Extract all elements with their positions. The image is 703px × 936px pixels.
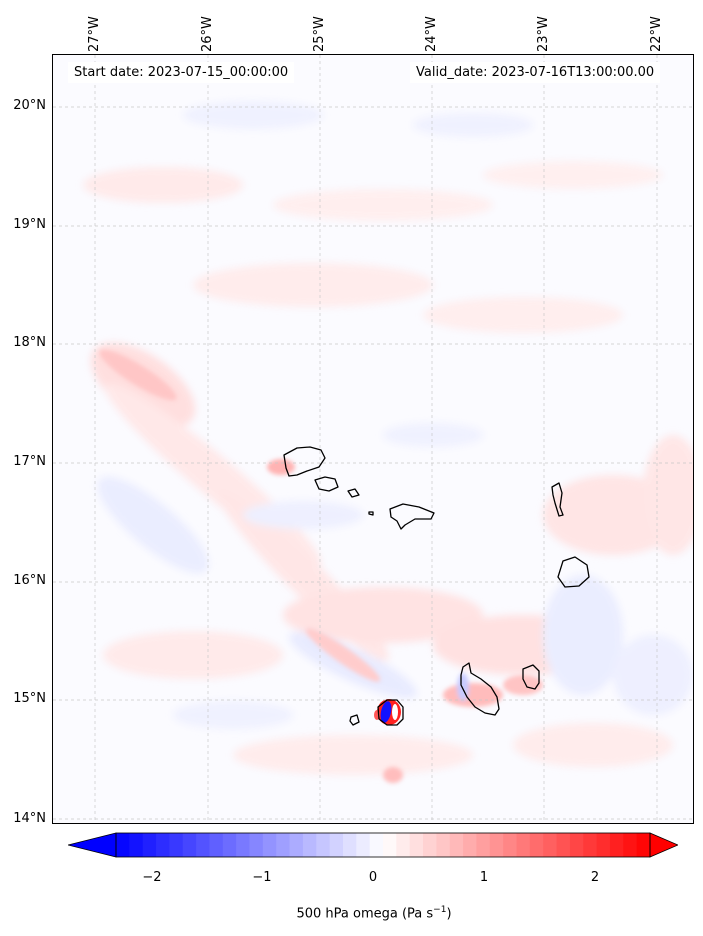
colorbar-cell <box>236 833 250 857</box>
colorbar-cell <box>249 833 264 857</box>
colorbar-cell <box>302 833 317 857</box>
lon-tick-25w: 25°W <box>312 16 327 52</box>
island-santa-luzia <box>347 488 360 498</box>
lon-tick-24w: 24°W <box>424 16 439 52</box>
map-gridlines <box>53 55 693 823</box>
colorbar-cell <box>489 833 504 857</box>
colorbar-cell <box>182 833 197 857</box>
colorbar-cell <box>423 833 437 857</box>
island-raso <box>368 511 374 516</box>
colorbar <box>68 830 678 860</box>
colorbar-tick-0: 0 <box>368 870 378 885</box>
lat-tick-18n: 18°N <box>13 335 46 350</box>
colorbar-cell <box>463 833 477 857</box>
colorbar-high-extend <box>649 832 678 858</box>
island-sao-nicolau <box>389 503 435 530</box>
colorbar-cell <box>609 833 624 857</box>
lon-tick-23w: 23°W <box>536 16 551 52</box>
colorbar-cell <box>156 833 170 857</box>
colorbar-tick-1: 1 <box>479 870 489 885</box>
lon-tick-22w: 22°W <box>649 16 664 52</box>
colorbar-cell <box>209 833 224 857</box>
colorbar-cell <box>342 833 357 857</box>
lon-tick-26w: 26°W <box>200 16 215 52</box>
island-santiago <box>460 662 500 716</box>
omega-field-map <box>53 55 693 823</box>
lon-tick-27w: 27°W <box>87 16 102 52</box>
colorbar-cell <box>142 833 157 857</box>
start-date-label: Start date: 2023-07-15_00:00:00 <box>68 62 295 83</box>
colorbar-cell <box>383 833 397 857</box>
colorbar-cell <box>516 833 531 857</box>
colorbar-cell <box>289 833 304 857</box>
island-santo-antao <box>283 446 326 477</box>
colorbar-cell <box>356 833 371 857</box>
colorbar-low-extend <box>68 832 117 858</box>
colorbar-cell <box>129 833 144 857</box>
colorbar-cell <box>476 833 491 857</box>
colorbar-cell <box>409 833 424 857</box>
colorbar-cell <box>529 833 544 857</box>
colorbar-tick-neg2: −2 <box>142 870 162 885</box>
colorbar-cell <box>396 833 411 857</box>
lat-tick-16n: 16°N <box>13 573 46 588</box>
colorbar-cell <box>449 833 464 857</box>
colorbar-cell <box>543 833 558 857</box>
lat-tick-17n: 17°N <box>13 454 46 469</box>
map-panel[interactable] <box>52 54 694 824</box>
colorbar-tick-neg1: −1 <box>252 870 272 885</box>
omega-strong-features <box>99 349 543 783</box>
island-sao-vicente <box>314 476 339 492</box>
colorbar-cell <box>196 833 210 857</box>
island-boa-vista <box>557 556 590 588</box>
valid-date-label: Valid_date: 2023-07-16T13:00:00.00 <box>410 62 661 83</box>
coastlines <box>283 446 590 726</box>
colorbar-cell <box>503 833 517 857</box>
colorbar-cell <box>169 833 184 857</box>
lat-tick-19n: 19°N <box>13 217 46 232</box>
fogo-dipole <box>374 699 401 725</box>
lat-tick-14n: 14°N <box>13 811 46 826</box>
colorbar-cell <box>636 833 651 857</box>
colorbar-cell <box>436 833 451 857</box>
colorbar-tick-2: 2 <box>590 870 600 885</box>
colorbar-cell <box>556 833 571 857</box>
colorbar-cell <box>583 833 598 857</box>
colorbar-cell <box>623 833 638 857</box>
lat-tick-15n: 15°N <box>13 691 46 706</box>
colorbar-cell <box>222 833 237 857</box>
colorbar-cell <box>596 833 611 857</box>
colorbar-cell <box>569 833 584 857</box>
lat-tick-20n: 20°N <box>13 98 46 113</box>
island-maio <box>522 664 540 690</box>
colorbar-cell <box>262 833 277 857</box>
colorbar-label: 500 hPa omega (Pa s−1) <box>296 905 452 922</box>
colorbar-cells <box>116 833 651 857</box>
colorbar-cell <box>276 833 291 857</box>
colorbar-cell <box>369 833 384 857</box>
colorbar-cell <box>116 833 130 857</box>
omega-field-shading <box>83 101 693 775</box>
island-brava <box>349 714 360 726</box>
colorbar-cell <box>329 833 344 857</box>
island-sal <box>551 482 564 517</box>
colorbar-outline <box>115 832 651 858</box>
colorbar-cell <box>316 833 331 857</box>
island-fogo <box>377 699 404 726</box>
